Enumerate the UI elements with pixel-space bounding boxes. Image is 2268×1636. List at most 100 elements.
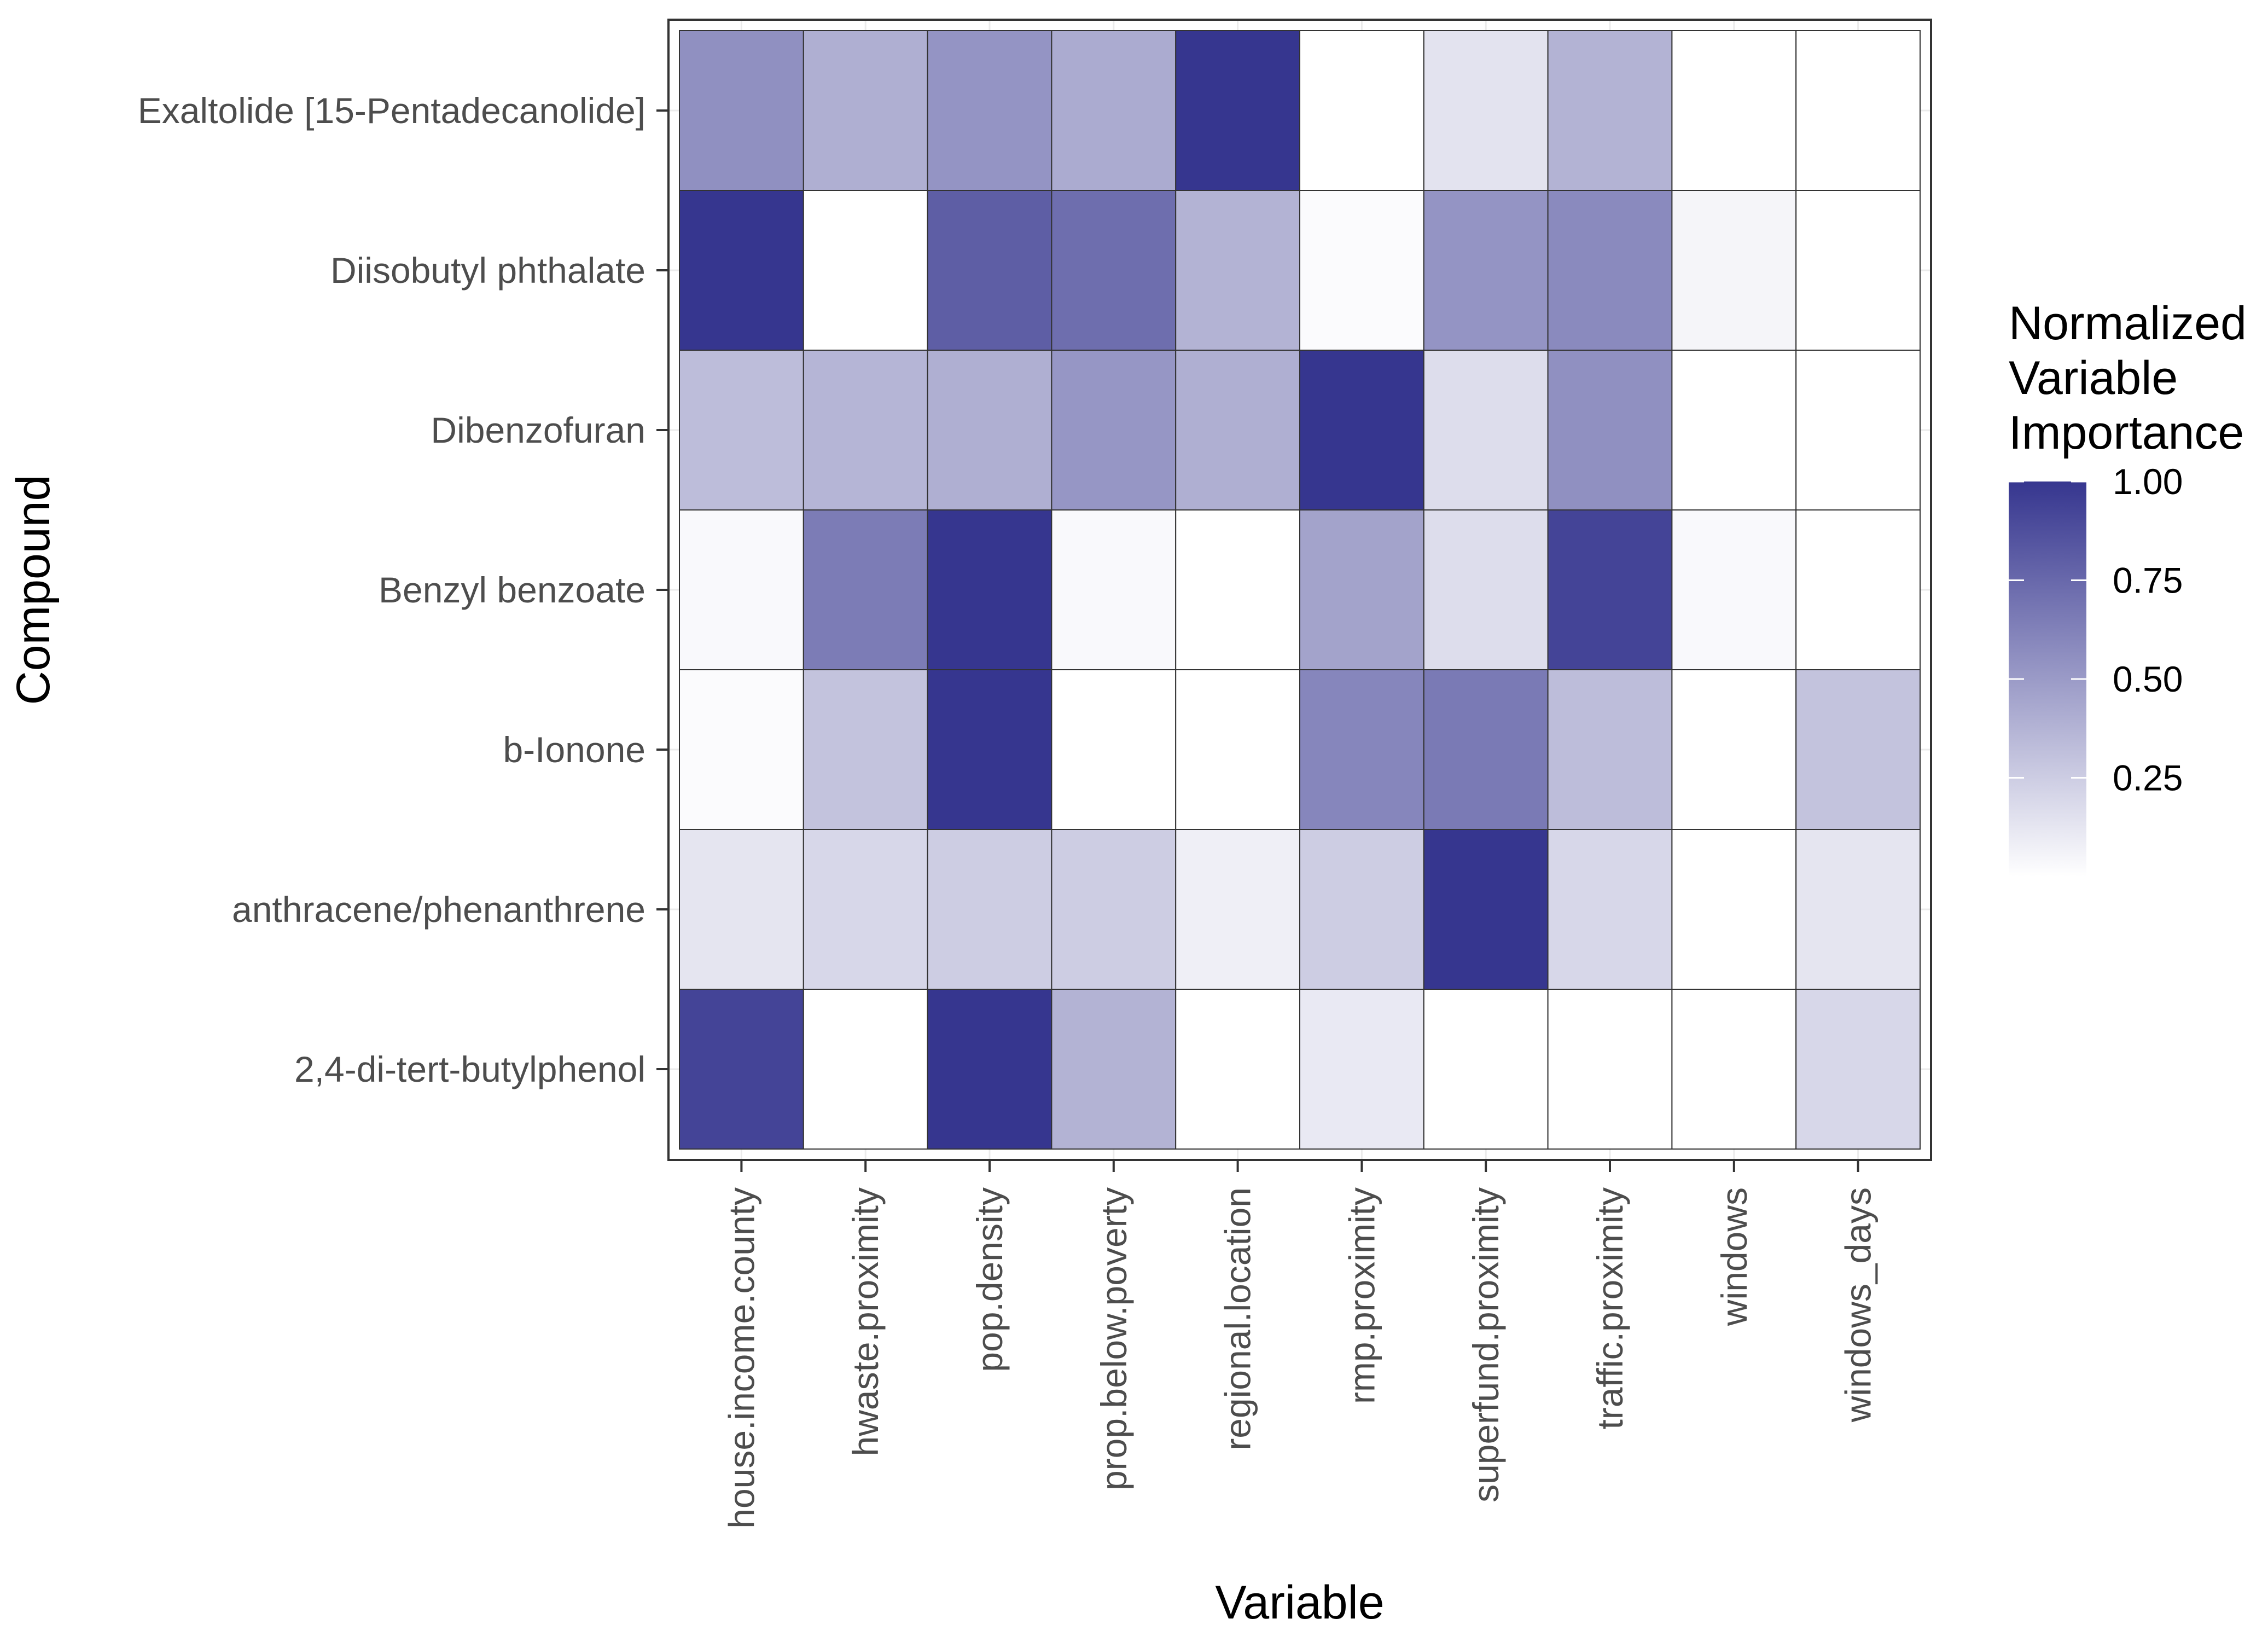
heatmap-cell — [1795, 829, 1921, 990]
x-tick-label: traffic.proximity — [1590, 1187, 1630, 1430]
y-axis-ticks: Exaltolide [15-Pentadecanolide] Diisobuty… — [138, 90, 668, 1089]
heatmap-cell — [1299, 350, 1424, 510]
heatmap-cell — [1547, 509, 1673, 670]
x-tick-label: house.income.county — [721, 1187, 761, 1529]
heatmap-cell — [1299, 190, 1424, 351]
heatmap-cell — [1671, 989, 1797, 1150]
heatmap-cell — [1671, 190, 1797, 351]
heatmap-cell — [1175, 829, 1300, 990]
heatmap-cell — [1547, 190, 1673, 351]
heatmap-cell — [1423, 350, 1549, 510]
heatmap-cell — [927, 190, 1052, 351]
x-axis-title: Variable — [1215, 1576, 1384, 1629]
heatmap-cell — [1795, 989, 1921, 1150]
heatmap-cell — [1299, 829, 1424, 990]
heatmap-cell — [1299, 989, 1424, 1150]
heatmap-cell — [1051, 669, 1177, 830]
heatmap-cell — [802, 989, 928, 1150]
heatmap-cell — [802, 829, 928, 990]
heatmap-cell — [927, 989, 1052, 1150]
heatmap-cell — [802, 669, 928, 830]
heatmap-cell — [802, 350, 928, 510]
legend: Normalized Variable Importance 1.00 0.75 0.5… — [2009, 297, 2247, 877]
heatmap-cell — [1547, 829, 1673, 990]
heatmap-cell — [1051, 509, 1177, 670]
heatmap-cell — [679, 829, 804, 990]
y-tick-label: Benzyl benzoate — [379, 570, 645, 610]
heatmap-cells — [679, 30, 1921, 1150]
y-tick-label: anthracene/phenanthrene — [232, 889, 645, 930]
heatmap-cell — [1299, 30, 1424, 191]
heatmap-cell — [802, 190, 928, 351]
heatmap-cell — [802, 509, 928, 670]
heatmap-cell — [679, 30, 804, 191]
x-axis-ticks: house.income.county hwaste.proximity pop.d… — [721, 1160, 1879, 1529]
heatmap-cell — [1051, 350, 1177, 510]
heatmap-cell — [927, 829, 1052, 990]
heatmap-cell — [1423, 190, 1549, 351]
heatmap-cell — [927, 509, 1052, 670]
heatmap-cell — [1795, 350, 1921, 510]
heatmap-cell — [1547, 350, 1673, 510]
heatmap-cell — [1051, 190, 1177, 351]
legend-title-line: Variable — [2009, 352, 2178, 404]
x-tick-label: prop.below.poverty — [1094, 1187, 1134, 1490]
heatmap-cell — [1671, 350, 1797, 510]
y-tick-label: Diisobutyl phthalate — [330, 250, 645, 291]
heatmap-cell — [679, 669, 804, 830]
heatmap-cell — [1175, 669, 1300, 830]
legend-ticks: 1.00 0.75 0.50 0.25 — [2009, 461, 2183, 798]
heatmap-cell — [1423, 829, 1549, 990]
heatmap-cell — [1423, 509, 1549, 670]
heatmap-cell — [1671, 30, 1797, 191]
heatmap-cell — [927, 669, 1052, 830]
heatmap-cell — [927, 30, 1052, 191]
heatmap-cell — [1175, 509, 1300, 670]
heatmap-cell — [1547, 669, 1673, 830]
x-tick-label: pop.density — [969, 1187, 1010, 1372]
heatmap-cell — [1051, 829, 1177, 990]
heatmap-cell — [1175, 989, 1300, 1150]
legend-tick-label: 0.50 — [2113, 659, 2183, 699]
legend-tick-label: 0.75 — [2113, 560, 2183, 601]
heatmap-cell — [1175, 350, 1300, 510]
x-tick-label: windows_days — [1838, 1187, 1879, 1423]
legend-tick-label: 0.25 — [2113, 758, 2183, 798]
heatmap-cell — [1795, 509, 1921, 670]
heatmap-cell — [1423, 669, 1549, 830]
heatmap-cell — [1795, 30, 1921, 191]
heatmap-cell — [1423, 30, 1549, 191]
heatmap-cell — [679, 989, 804, 1150]
y-tick-label: Dibenzofuran — [431, 410, 645, 450]
heatmap-cell — [1299, 509, 1424, 670]
heatmap-cell — [679, 190, 804, 351]
x-tick-label: superfund.proximity — [1466, 1187, 1506, 1502]
heatmap-cell — [1423, 989, 1549, 1150]
heatmap-cell — [679, 350, 804, 510]
heatmap-cell — [1795, 190, 1921, 351]
heatmap-cell — [802, 30, 928, 191]
x-tick-label: rmp.proximity — [1341, 1187, 1382, 1404]
x-tick-label: windows — [1714, 1187, 1754, 1326]
heatmap-cell — [1671, 669, 1797, 830]
x-tick-label: regional.location — [1218, 1187, 1258, 1451]
y-tick-label: 2,4-di-tert-butylphenol — [294, 1049, 645, 1089]
heatmap-cell — [927, 350, 1052, 510]
x-tick-label: hwaste.proximity — [845, 1187, 886, 1457]
heatmap-cell — [1299, 669, 1424, 830]
heatmap-cell — [1795, 669, 1921, 830]
legend-title: Normalized Variable Importance — [2009, 297, 2247, 459]
heatmap-cell — [1051, 989, 1177, 1150]
y-tick-label: Exaltolide [15-Pentadecanolide] — [138, 90, 645, 131]
legend-title-line: Normalized — [2009, 297, 2247, 350]
heatmap-cell — [1051, 30, 1177, 191]
heatmap-cell — [1671, 509, 1797, 670]
heatmap-cell — [1671, 829, 1797, 990]
heatmap-cell — [1547, 30, 1673, 191]
heatmap-cell — [679, 509, 804, 670]
legend-tick-label: 1.00 — [2113, 461, 2183, 502]
heatmap-cell — [1175, 30, 1300, 191]
heatmap-cell — [1175, 190, 1300, 351]
legend-title-line: Importance — [2009, 407, 2244, 459]
